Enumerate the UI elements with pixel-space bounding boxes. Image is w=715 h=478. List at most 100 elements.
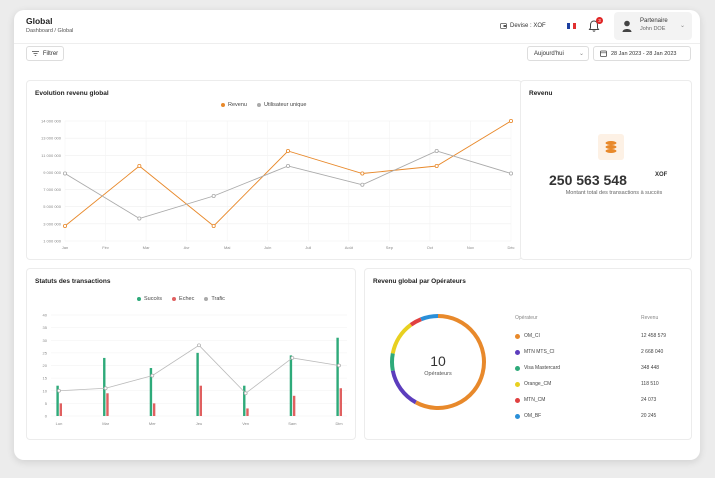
- x-tick-label: Fév: [102, 245, 109, 250]
- filter-label: Filtrer: [42, 50, 59, 57]
- x-tick-label: Dim: [335, 421, 343, 426]
- operator-color-dot: [515, 366, 520, 371]
- coins-icon: [598, 134, 624, 160]
- operator-revenue: 20 245: [641, 413, 657, 419]
- legend-item-utilisateur[interactable]: Utilisateur unique: [256, 102, 306, 108]
- data-point: [360, 182, 365, 187]
- x-tick-label: Oct: [427, 245, 434, 250]
- legend-item-succes[interactable]: Succès: [137, 296, 162, 302]
- operator-row: OM_CI 12 458 579: [515, 332, 675, 342]
- y-tick-label: 5 000 000: [43, 204, 62, 209]
- data-point: [337, 363, 341, 368]
- y-tick-label: 40: [43, 313, 48, 318]
- date-range-picker[interactable]: 28 Jan 2023 - 28 Jan 2023: [593, 46, 691, 61]
- donut-segment-visa-mastercard: [390, 353, 395, 371]
- revenu-value: 250 563 548: [549, 172, 627, 188]
- column-header-operateur: Opérateur: [515, 315, 538, 321]
- operator-row: Visa Mastercard 348 448: [515, 364, 675, 374]
- bar-succes: [336, 337, 339, 416]
- operator-name: OM_CI: [524, 333, 540, 339]
- y-tick-label: 35: [43, 325, 48, 330]
- chevron-down-icon: ⌄: [578, 51, 584, 57]
- operator-name: OM_BF: [524, 413, 542, 419]
- data-point: [197, 343, 201, 348]
- legend-item-echec[interactable]: Echec: [172, 296, 194, 302]
- x-tick-label: Jan: [62, 245, 68, 250]
- data-point: [137, 164, 142, 169]
- operator-name: Visa Mastercard: [524, 365, 561, 371]
- bar-echec: [339, 388, 342, 416]
- operator-row: OM_BF 20 245: [515, 412, 675, 422]
- series-line-trafic: [58, 344, 340, 394]
- x-tick-label: Jeu: [196, 421, 202, 426]
- operator-revenue: 24 073: [641, 397, 657, 403]
- x-tick-label: Sep: [386, 245, 394, 250]
- calendar-icon: [600, 50, 607, 57]
- data-point: [243, 391, 248, 396]
- data-point: [434, 149, 439, 154]
- date-range-label: 28 Jan 2023 - 28 Jan 2023: [611, 50, 677, 57]
- bar-echec: [292, 395, 296, 416]
- operator-color-dot: [515, 382, 520, 387]
- legend-item-trafic[interactable]: Trafic: [204, 296, 225, 302]
- operateurs-count-label: Opérateurs: [424, 371, 452, 377]
- x-tick-label: Juil: [305, 245, 311, 250]
- french-flag-icon[interactable]: [567, 23, 576, 29]
- partner-label: Partenaire: [640, 18, 668, 24]
- operator-name: MTN_CM: [524, 397, 546, 403]
- statuts-bar-chart: 0 5 10 15 20 25 30 35 40 Lun Mar Mer Jeu Ven Sam Dim: [43, 313, 347, 426]
- period-select[interactable]: Aujourd'hui ⌄: [527, 46, 589, 61]
- operator-revenue: 2 668 040: [641, 349, 664, 355]
- evolution-card: Evolution revenu global Revenu Utilisate…: [26, 80, 522, 260]
- operator-revenue: 348 448: [641, 365, 660, 371]
- y-tick-label: 10: [43, 388, 48, 393]
- data-point: [360, 171, 365, 176]
- data-point: [508, 119, 513, 124]
- period-label: Aujourd'hui: [534, 50, 564, 57]
- x-tick-label: Nov: [467, 245, 474, 250]
- operateurs-card: Revenu global par Opérateurs 10 Opérateu…: [364, 268, 692, 440]
- operateurs-title: Revenu global par Opérateurs: [373, 278, 466, 285]
- data-point: [211, 224, 216, 229]
- y-tick-label: 13 000 000: [41, 136, 62, 141]
- y-tick-label: 15: [43, 376, 48, 381]
- operator-color-dot: [515, 414, 520, 419]
- operateurs-donut-chart: [390, 314, 486, 410]
- data-point: [285, 149, 290, 154]
- legend-item-revenu[interactable]: Revenu: [221, 102, 247, 108]
- y-tick-label: 25: [43, 350, 48, 355]
- bar-succes: [56, 385, 59, 416]
- evolution-legend: Revenu Utilisateur unique: [221, 102, 306, 108]
- y-tick-label: 11 000 000: [41, 153, 61, 158]
- partner-menu[interactable]: Partenaire John DOE ⌄: [614, 12, 692, 40]
- data-point: [63, 224, 68, 229]
- operator-row: MTN MTS_CI 2 668 040: [515, 348, 675, 358]
- data-point: [57, 388, 61, 393]
- x-tick-label: Mai: [224, 245, 231, 250]
- bar-succes: [196, 352, 199, 416]
- donut-segment-mtn-mts-ci: [390, 370, 417, 405]
- bar-echec: [199, 385, 202, 416]
- donut-segment-mtn-cm: [409, 317, 422, 327]
- operateurs-count: 10: [430, 353, 446, 369]
- bar-echec: [152, 403, 156, 416]
- donut-segment-orange-cm: [390, 323, 413, 354]
- currency-selector[interactable]: Devise : XOF: [500, 23, 546, 29]
- revenu-card: Revenu 250 563 548 XOF Montant total des…: [520, 80, 692, 260]
- operator-row: Orange_CM 118 510: [515, 380, 675, 390]
- operator-color-dot: [515, 398, 520, 403]
- operator-row: MTN_CM 24 073: [515, 396, 675, 406]
- data-point: [150, 373, 155, 378]
- filter-button[interactable]: Filtrer: [26, 46, 64, 61]
- x-tick-label: Août: [345, 245, 354, 250]
- breadcrumb[interactable]: Dashboard / Global: [26, 28, 74, 34]
- statuts-title: Statuts des transactions: [35, 278, 111, 285]
- y-tick-label: 0: [45, 414, 48, 419]
- data-point: [137, 216, 142, 221]
- operator-color-dot: [515, 350, 520, 355]
- operator-revenue: 118 510: [641, 381, 659, 387]
- y-tick-label: 1 000 000: [43, 239, 62, 244]
- notification-badge: 3: [596, 17, 603, 24]
- bar-succes: [289, 355, 293, 416]
- x-tick-label: Déc: [507, 245, 514, 250]
